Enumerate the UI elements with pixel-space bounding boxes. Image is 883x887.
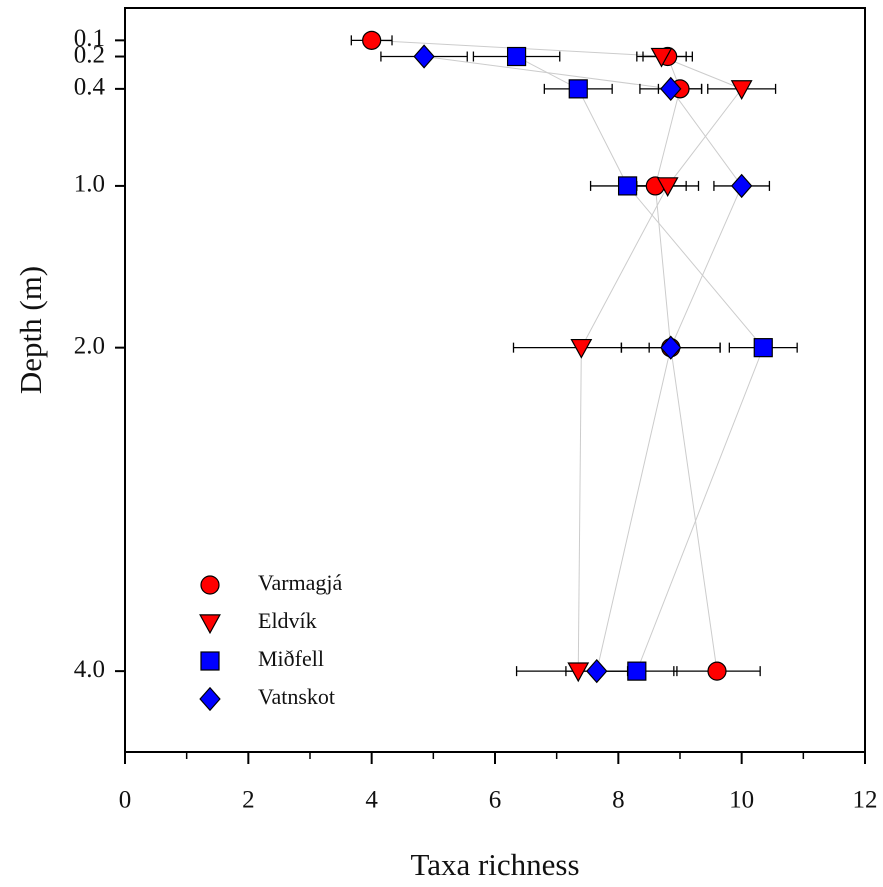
y-tick-label: 2.0 <box>74 332 105 359</box>
legend-marker <box>199 614 221 635</box>
marker <box>730 173 753 199</box>
x-tick-label: 12 <box>853 787 878 814</box>
x-tick-label: 0 <box>119 787 132 814</box>
x-tick-label: 6 <box>489 787 502 814</box>
legend-label: Eldvík <box>258 608 317 633</box>
x-tick-label: 8 <box>612 787 625 814</box>
legend-marker <box>199 686 221 712</box>
legend-label: Miðfell <box>258 646 324 671</box>
legend-marker <box>200 651 220 671</box>
marker <box>660 335 682 360</box>
y-axis-title: Depth (m) <box>13 266 48 394</box>
marker <box>567 662 590 683</box>
marker <box>753 338 773 358</box>
legend-label: Vatnskot <box>258 684 335 709</box>
x-tick-label: 2 <box>242 787 255 814</box>
x-tick-label: 4 <box>365 787 378 814</box>
marker <box>627 661 647 681</box>
y-tick-label: 0.1 <box>74 25 105 52</box>
legend-marker <box>200 575 220 595</box>
marker <box>656 177 679 198</box>
x-axis-title: Taxa richness <box>410 847 579 882</box>
y-tick-label: 4.0 <box>74 656 105 683</box>
marker <box>660 76 682 102</box>
connector-line <box>424 56 743 672</box>
marker <box>650 47 673 68</box>
marker <box>568 79 588 99</box>
x-tick-label: 10 <box>729 787 754 814</box>
marker <box>586 658 608 684</box>
marker <box>707 661 727 681</box>
plot-frame <box>124 7 866 753</box>
legend-label: Varmagjá <box>258 570 343 595</box>
marker <box>506 46 527 67</box>
marker <box>362 30 382 50</box>
y-tick-label: 1.0 <box>74 171 105 198</box>
y-tick-label: 0.2 <box>74 41 105 68</box>
marker <box>570 338 593 359</box>
connector-line <box>371 39 718 672</box>
connector-line <box>577 56 743 672</box>
marker <box>617 176 638 196</box>
y-tick-label: 0.4 <box>74 74 106 101</box>
marker <box>730 80 753 101</box>
marker <box>413 44 435 69</box>
connector-line <box>516 56 764 672</box>
